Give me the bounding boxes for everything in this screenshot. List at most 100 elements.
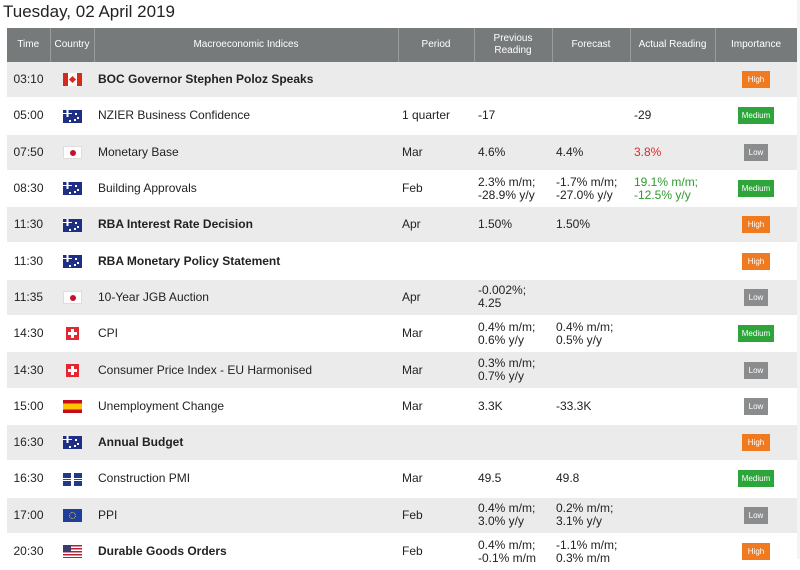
importance-badge: Low (744, 361, 768, 379)
table-row[interactable]: 17:00 PPI Feb 0.4% m/m; 3.0% y/y 0.2% m/m; 3.1… (7, 497, 797, 534)
indicator-name[interactable]: 10-Year JGB Auction (94, 279, 398, 317)
forecast-value: 0.2% m/m; 3.1% y/y (552, 497, 630, 534)
indicator-name[interactable]: RBA Interest Rate Decision (94, 206, 398, 244)
column-header-forecast[interactable]: Forecast (552, 28, 631, 62)
period-value: Apr (398, 206, 474, 244)
previous-reading: -17 (474, 97, 552, 135)
column-header-previous[interactable]: Previous Reading (474, 28, 553, 62)
importance-cell: High (715, 62, 797, 99)
previous-reading (474, 62, 552, 99)
period-value: Mar (398, 351, 474, 389)
country-cell (50, 279, 94, 317)
period-value: Mar (398, 134, 474, 171)
uk-flag-icon (62, 472, 82, 486)
column-header-time[interactable]: Time (7, 28, 51, 62)
table-row[interactable]: 05:00 NZIER Business Confidence 1 quarter -… (7, 97, 797, 135)
japan-flag-icon (62, 145, 82, 159)
japan-flag-icon (62, 291, 82, 305)
importance-badge: High (742, 216, 770, 234)
previous-reading: -0.002%; 4.25 (474, 279, 552, 317)
actual-reading (630, 388, 715, 425)
eu-flag-icon (62, 508, 82, 522)
previous-reading: 2.3% m/m; -28.9% y/y (474, 170, 552, 208)
event-time: 08:30 (7, 170, 50, 208)
column-header-importance[interactable]: Importance (715, 28, 798, 62)
table-row[interactable]: 11:30 RBA Interest Rate Decision Apr 1.50% 1… (7, 206, 797, 244)
table-row[interactable]: 14:30 Consumer Price Index - EU Harmonise… (7, 351, 797, 389)
country-cell (50, 460, 94, 498)
column-header-period[interactable]: Period (398, 28, 475, 62)
country-cell (50, 424, 94, 462)
importance-badge: High (742, 252, 770, 270)
table-row[interactable]: 15:00 Unemployment Change Mar 3.3K -33.3K Low (7, 388, 797, 425)
period-value: Feb (398, 170, 474, 208)
table-row[interactable]: 14:30 CPI Mar 0.4% m/m; 0.6% y/y 0.4% m/m; 0.5… (7, 315, 797, 353)
importance-badge: High (742, 543, 770, 560)
actual-reading (630, 424, 715, 462)
importance-badge: High (742, 71, 770, 89)
indicator-name[interactable]: PPI (94, 497, 398, 534)
period-value: Mar (398, 388, 474, 425)
importance-cell: High (715, 533, 797, 570)
switzerland-flag-icon (65, 363, 79, 377)
country-cell (50, 62, 94, 99)
scrollbar-track[interactable] (797, 0, 800, 559)
event-time: 16:30 (7, 460, 50, 498)
previous-reading (474, 242, 552, 280)
table-row[interactable]: 20:30 Durable Goods Orders Feb 0.4% m/m; -0.… (7, 533, 797, 570)
column-header-actual[interactable]: Actual Reading (630, 28, 716, 62)
column-header-indices[interactable]: Macroeconomic Indices (94, 28, 399, 62)
indicator-name[interactable]: BOC Governor Stephen Poloz Speaks (94, 62, 398, 99)
indicator-name[interactable]: Monetary Base (94, 134, 398, 171)
australia-flag-icon (62, 182, 82, 196)
table-row[interactable]: 16:30 Construction PMI Mar 49.5 49.8 Medium (7, 460, 797, 498)
indicator-name[interactable]: Construction PMI (94, 460, 398, 498)
event-time: 14:30 (7, 351, 50, 389)
indicator-name[interactable]: Building Approvals (94, 170, 398, 208)
table-row[interactable]: 11:35 10-Year JGB Auction Apr -0.002%; 4.25 L… (7, 279, 797, 317)
importance-cell: Medium (715, 97, 797, 135)
importance-badge: Medium (738, 180, 774, 198)
indicator-name[interactable]: Consumer Price Index - EU Harmonised (94, 351, 398, 389)
indicator-name[interactable]: Annual Budget (94, 424, 398, 462)
table-row[interactable]: 07:50 Monetary Base Mar 4.6% 4.4% 3.8% Low (7, 134, 797, 171)
table-row[interactable]: 11:30 RBA Monetary Policy Statement High (7, 242, 797, 280)
event-time: 11:35 (7, 279, 50, 317)
period-value (398, 62, 474, 99)
australia-flag-icon (62, 436, 82, 450)
table-row[interactable]: 08:30 Building Approvals Feb 2.3% m/m; -28.9… (7, 170, 797, 208)
indicator-name[interactable]: Unemployment Change (94, 388, 398, 425)
forecast-value: 49.8 (552, 460, 630, 498)
importance-cell: High (715, 206, 797, 244)
importance-cell: Low (715, 351, 797, 389)
country-cell (50, 388, 94, 425)
forecast-value: 0.4% m/m; 0.5% y/y (552, 315, 630, 353)
table-row[interactable]: 16:30 Annual Budget High (7, 424, 797, 462)
column-header-country[interactable]: Country (50, 28, 95, 62)
event-time: 03:10 (7, 62, 50, 99)
forecast-value: 1.50% (552, 206, 630, 244)
page-title: Tuesday, 02 April 2019 (3, 2, 176, 21)
table-row[interactable]: 03:10 BOC Governor Stephen Poloz Speaks Hi… (7, 62, 797, 99)
indicator-name[interactable]: RBA Monetary Policy Statement (94, 242, 398, 280)
previous-reading: 49.5 (474, 460, 552, 498)
country-cell (50, 134, 94, 171)
actual-reading: 19.1% m/m; -12.5% y/y (630, 170, 715, 208)
forecast-value: -1.1% m/m; 0.3% m/m (552, 533, 630, 570)
country-cell (50, 97, 94, 135)
period-value (398, 424, 474, 462)
period-value: Feb (398, 497, 474, 534)
economic-calendar-table: Time Country Macroeconomic Indices Perio… (7, 28, 798, 570)
event-time: 15:00 (7, 388, 50, 425)
importance-cell: Medium (715, 460, 797, 498)
event-time: 05:00 (7, 97, 50, 135)
event-time: 11:30 (7, 206, 50, 244)
importance-badge: Low (744, 143, 768, 161)
indicator-name[interactable]: Durable Goods Orders (94, 533, 398, 570)
indicator-name[interactable]: CPI (94, 315, 398, 353)
forecast-value: -33.3K (552, 388, 630, 425)
forecast-value: 4.4% (552, 134, 630, 171)
indicator-name[interactable]: NZIER Business Confidence (94, 97, 398, 135)
forecast-value (552, 424, 630, 462)
actual-reading (630, 62, 715, 99)
